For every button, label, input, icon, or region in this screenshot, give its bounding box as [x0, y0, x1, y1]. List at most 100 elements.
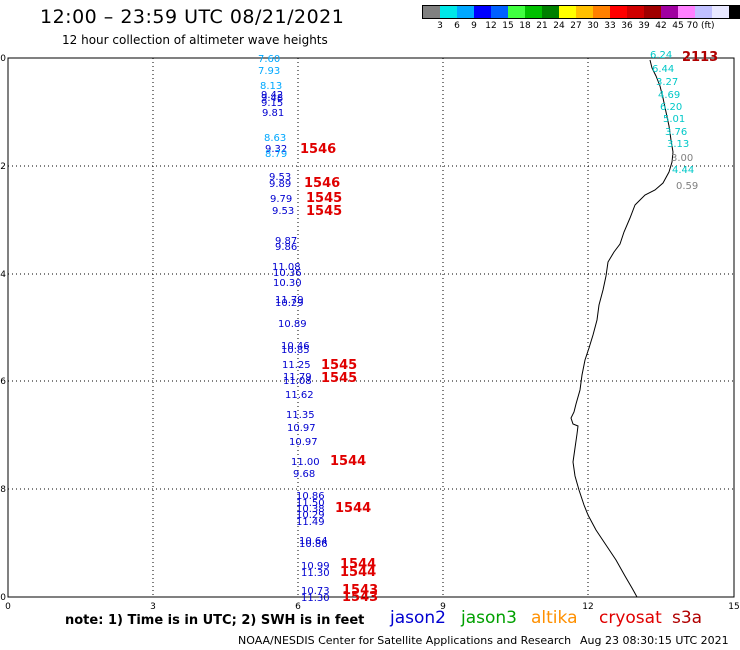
wave-height-reading: 9.32 — [265, 144, 287, 155]
wave-height-reading: 9.15 — [261, 98, 283, 109]
color-scale-swatches — [422, 5, 740, 19]
scale-swatch — [661, 6, 678, 18]
pass-time-label: 2113 — [682, 50, 718, 65]
y-tick-label: -14 — [0, 270, 6, 280]
scale-swatch — [576, 6, 593, 18]
wave-height-reading: 3.00 — [671, 153, 693, 164]
pass-time-label: 1544 — [330, 454, 366, 469]
scale-label: 27 — [570, 21, 582, 31]
wave-height-reading: 10.86 — [296, 491, 325, 502]
map-frame — [7, 57, 735, 598]
wave-height-reading: 9.48 — [261, 93, 283, 104]
scale-label: 9 — [471, 21, 477, 31]
scale-swatch — [508, 6, 525, 18]
scale-swatch — [627, 6, 644, 18]
pass-time-label: 1543 — [342, 590, 378, 605]
wave-height-reading: 5.01 — [663, 114, 685, 125]
color-scale-labels: 3 6 9 12 15 18 21 24 27 30 33 36 39 42 45 70 (ft) — [422, 19, 740, 31]
scale-swatch — [474, 6, 491, 18]
map-subtitle: 12 hour collection of altimeter wave hei… — [62, 33, 328, 47]
scale-swatch — [525, 6, 542, 18]
wave-height-reading: 10.97 — [287, 423, 316, 434]
scale-label: 33 — [604, 21, 616, 31]
x-tick-label: 15 — [728, 602, 739, 610]
x-tick-label: 3 — [150, 602, 156, 610]
scale-swatch — [423, 6, 440, 18]
wave-height-reading: 11.79 — [283, 372, 312, 383]
wave-height-reading: 6.20 — [660, 102, 682, 113]
wave-height-reading: 3.13 — [667, 139, 689, 150]
y-tick-label: -16 — [0, 377, 6, 387]
wave-height-reading: 10.89 — [278, 319, 307, 330]
satellite-label-altika: altika — [531, 608, 578, 628]
pass-time-label: 1544 — [335, 501, 371, 516]
wave-height-reading: 11.08 — [283, 376, 312, 387]
footer-note: note: 1) Time is in UTC; 2) SWH is in fe… — [65, 613, 365, 628]
pass-time-label: 1545 — [321, 371, 357, 386]
wave-height-reading: 11.79 — [275, 295, 304, 306]
wave-readings: 7.607.93 8.139.429.489.159.81 8.639.328.79… — [258, 50, 698, 604]
y-tick-label: -20 — [0, 593, 6, 603]
wave-height-reading: 10.29 — [275, 298, 304, 309]
wave-height-reading: 10.36 — [273, 268, 302, 279]
wave-height-reading: 10.38 — [296, 504, 325, 515]
wave-height-reading: 11.08 — [272, 262, 301, 273]
wave-height-reading: 9.86 — [275, 242, 297, 253]
pass-time-label: 1544 — [340, 557, 376, 572]
map-tick-labels: 0 3 6 9 12 15 -10 -12 -14 -16 -18 -20 — [0, 54, 740, 610]
wave-height-reading: 7.93 — [258, 66, 280, 77]
wave-height-reading: 9.89 — [269, 179, 291, 190]
wave-height-reading: 8.63 — [264, 133, 286, 144]
scale-swatch — [712, 6, 729, 18]
wave-height-reading: 9.53 — [269, 172, 291, 183]
pass-time-label: 1543 — [342, 583, 378, 598]
scale-swatch — [491, 6, 508, 18]
satellite-label-s3a: s3a — [672, 608, 703, 628]
wave-height-reading: 9.42 — [261, 90, 283, 101]
wave-height-reading: 11.62 — [285, 390, 314, 401]
scale-swatch — [593, 6, 610, 18]
scale-swatch — [457, 6, 474, 18]
wave-height-reading: 11.50 — [296, 498, 325, 509]
wave-height-reading: 6.24 — [650, 50, 672, 61]
pass-times: 2113154615461545154515451545154415441544… — [300, 50, 718, 605]
x-tick-label: 0 — [5, 602, 11, 610]
wave-height-reading: 9.79 — [270, 194, 292, 205]
wave-height-reading: 4.44 — [672, 165, 694, 176]
wave-height-reading: 6.44 — [652, 64, 674, 75]
scale-label: 21 — [536, 21, 548, 31]
scale-label: 70 (ft) — [686, 21, 715, 31]
map-grid — [8, 58, 734, 597]
map-title: 12:00 – 23:59 UTC 08/21/2021 — [40, 6, 345, 28]
scale-label: 24 — [553, 21, 565, 31]
wave-height-reading: 11.30 — [301, 568, 330, 579]
scale-label: 42 — [655, 21, 667, 31]
pass-time-label: 1544 — [340, 565, 376, 580]
wave-height-reading: 8.13 — [260, 81, 282, 92]
wave-height-reading: 9.53 — [272, 206, 294, 217]
wave-height-reading: 4.69 — [658, 90, 680, 101]
wave-height-reading: 10.73 — [301, 586, 330, 597]
wave-height-reading: 10.46 — [281, 341, 310, 352]
scale-label: 12 — [485, 21, 497, 31]
scale-swatch — [729, 6, 740, 18]
pass-time-label: 1546 — [304, 176, 340, 191]
wave-height-reading: 0.59 — [676, 181, 698, 192]
pass-time-label: 1545 — [306, 204, 342, 219]
wave-height-reading: 9.87 — [275, 236, 297, 247]
scale-label: 6 — [454, 21, 460, 31]
scale-swatch — [542, 6, 559, 18]
wave-height-color-scale: 3 6 9 12 15 18 21 24 27 30 33 36 39 42 45 70 (ft) — [422, 5, 740, 31]
wave-height-reading: 10.99 — [301, 561, 330, 572]
satellite-label-jason3: jason3 — [461, 608, 517, 628]
pass-time-label: 1545 — [306, 191, 342, 206]
coastline — [570, 59, 674, 598]
scale-label: 18 — [519, 21, 531, 31]
generated-timestamp: Aug 23 08:30:15 UTC 2021 — [580, 634, 729, 647]
satellite-label-cryosat: cryosat — [599, 608, 662, 628]
wave-height-reading: 10.97 — [289, 437, 318, 448]
wave-height-reading: 11.00 — [291, 457, 320, 468]
scale-label: 39 — [638, 21, 650, 31]
wave-height-reading: 11.30 — [301, 593, 330, 604]
scale-swatch — [644, 6, 661, 18]
